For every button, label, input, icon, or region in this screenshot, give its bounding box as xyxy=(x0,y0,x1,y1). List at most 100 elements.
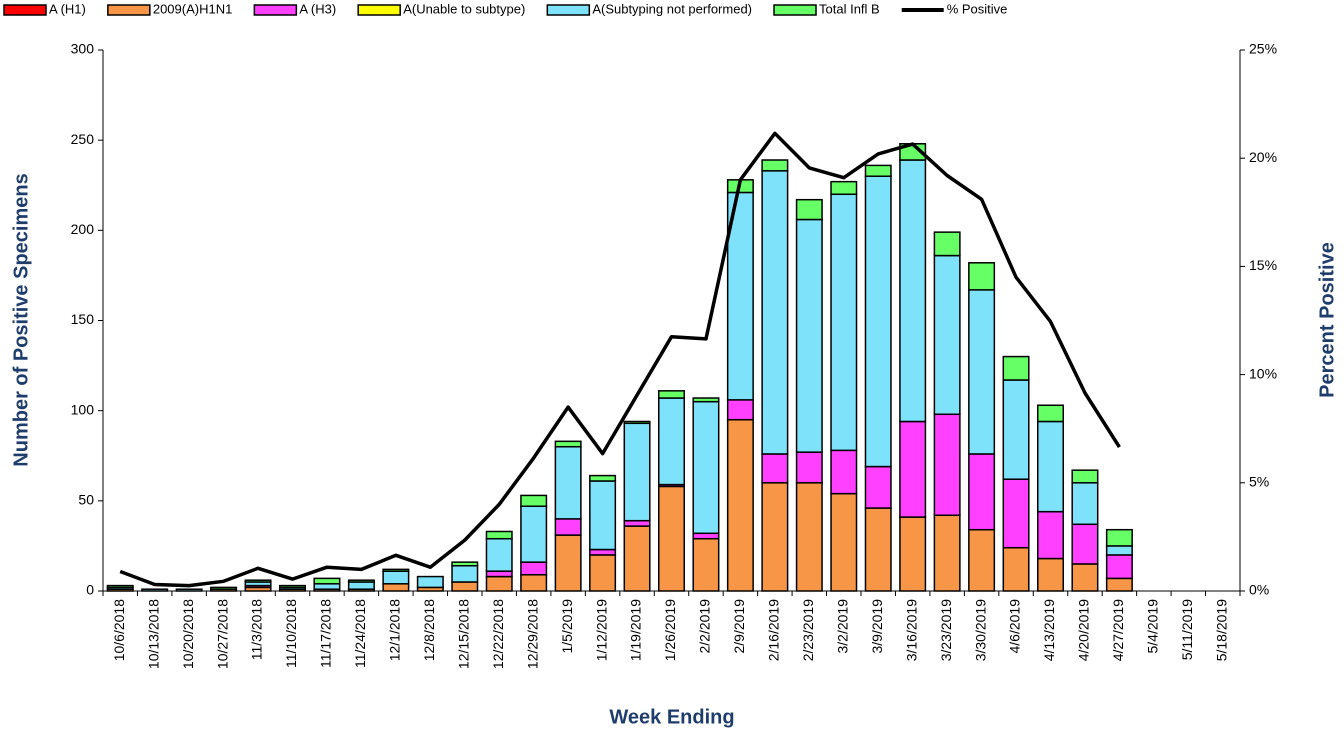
y-tick-label: 50 xyxy=(78,492,94,508)
bar-segment xyxy=(761,170,789,455)
bar-segment xyxy=(520,494,548,507)
bar-segment xyxy=(382,570,410,585)
bar-segment xyxy=(726,418,754,592)
y-axis-title: Number of Positive Specimens xyxy=(10,173,32,466)
line-series xyxy=(119,131,1121,588)
bar-segment xyxy=(485,530,513,540)
bar-segment xyxy=(382,568,410,572)
bar-segment xyxy=(761,453,789,484)
legend-label: 2009(A)H1N1 xyxy=(153,1,233,16)
y2-tick-label: 5% xyxy=(1249,474,1269,490)
bar-segment xyxy=(968,289,996,455)
bar-segment xyxy=(520,505,548,563)
legend-swatch xyxy=(3,4,47,16)
bar-segment xyxy=(589,474,617,482)
bar-segment xyxy=(1105,528,1133,547)
bar-segment xyxy=(1002,546,1030,592)
bar-segment xyxy=(761,482,789,592)
x-tick-label: 3/16/2019 xyxy=(903,599,919,661)
x-tick-label: 3/9/2019 xyxy=(869,599,885,654)
bar-segment xyxy=(692,397,720,403)
x-tick-label: 2/16/2019 xyxy=(766,599,782,661)
bar-segment xyxy=(726,399,754,421)
bar-segment xyxy=(864,465,892,509)
bar-segment xyxy=(1071,523,1099,565)
y-tick-label: 200 xyxy=(71,221,95,237)
x-tick-label: 10/13/2018 xyxy=(145,599,161,669)
bar-segment xyxy=(554,534,582,592)
y2-tick-label: 0% xyxy=(1249,582,1269,598)
x-tick-label: 5/11/2019 xyxy=(1179,599,1195,660)
x-tick-label: 4/13/2019 xyxy=(1041,599,1057,661)
bar-segment xyxy=(1105,545,1133,556)
bar-segment xyxy=(692,537,720,592)
legend-label: A(Subtyping not performed) xyxy=(592,1,752,16)
bar-segment xyxy=(520,574,548,592)
legend-label: A (H3) xyxy=(299,1,336,16)
bar-segment xyxy=(1037,404,1064,423)
y-tick-label: 250 xyxy=(71,131,95,147)
legend-label: % Positive xyxy=(947,1,1008,16)
y-tick-label: 300 xyxy=(71,41,95,57)
legend-swatch xyxy=(546,4,591,16)
bar-segment xyxy=(795,198,823,221)
legend-swatch xyxy=(357,4,401,16)
x-tick-label: 11/17/2018 xyxy=(318,599,334,668)
bar-segment xyxy=(1037,557,1064,592)
bar-segment xyxy=(692,532,720,540)
x-tick-label: 1/12/2019 xyxy=(593,599,609,661)
bar-segment xyxy=(795,451,823,484)
x-tick-label: 10/27/2018 xyxy=(214,599,230,669)
bar-segment xyxy=(830,193,858,452)
bar-segment xyxy=(692,400,720,535)
bar-segment xyxy=(1071,469,1099,484)
x-tick-label: 1/26/2019 xyxy=(662,599,678,661)
bar-segment xyxy=(830,492,858,592)
y2-tick-label: 20% xyxy=(1249,149,1277,165)
x-tick-label: 4/6/2019 xyxy=(1007,599,1023,654)
x-tick-label: 3/23/2019 xyxy=(938,599,954,661)
x-tick-label: 11/10/2018 xyxy=(283,599,299,668)
x-tick-label: 12/22/2018 xyxy=(490,599,506,669)
y2-tick-label: 25% xyxy=(1249,41,1277,57)
bar-segment xyxy=(899,516,927,592)
x-tick-label: 11/3/2018 xyxy=(249,599,265,660)
bar-segment xyxy=(451,581,479,592)
x-tick-label: 1/5/2019 xyxy=(559,599,575,654)
bar-segment xyxy=(623,420,651,425)
bar-segment xyxy=(795,218,823,453)
bar-segment xyxy=(864,507,892,592)
bar-segment xyxy=(347,579,375,583)
bar-segment xyxy=(589,554,617,592)
bar-segment xyxy=(761,159,789,172)
legend-swatch xyxy=(773,4,817,16)
x-axis-title: Week Ending xyxy=(609,706,734,728)
bar-segment xyxy=(485,537,513,572)
bar-segment xyxy=(313,583,341,590)
bar-segment xyxy=(554,445,582,520)
bar-segment xyxy=(658,485,685,592)
bar-segment xyxy=(244,579,272,583)
y-tick-label: 100 xyxy=(71,401,95,417)
bar-segment xyxy=(141,588,169,592)
x-tick-label: 4/27/2019 xyxy=(1110,599,1126,661)
bar-segment xyxy=(382,583,410,592)
bar-segment xyxy=(520,561,548,576)
bar-segment xyxy=(1071,482,1099,526)
bar-segment xyxy=(864,164,892,177)
bar-segment xyxy=(1037,510,1064,560)
legend-label: A(Unable to subtype) xyxy=(403,1,525,16)
bar-segment xyxy=(1037,420,1064,513)
y-tick-label: 150 xyxy=(71,311,95,327)
bar-segment xyxy=(210,586,238,590)
bar-segment xyxy=(106,584,134,589)
x-tick-label: 12/1/2018 xyxy=(387,599,403,661)
bar-segment xyxy=(830,449,858,495)
bar-segment xyxy=(933,413,961,517)
x-tick-label: 12/15/2018 xyxy=(455,599,471,669)
bar-segment xyxy=(830,180,858,196)
x-tick-label: 4/20/2019 xyxy=(1076,599,1092,661)
bar-segment xyxy=(175,588,203,592)
x-tick-label: 12/8/2018 xyxy=(421,599,437,661)
